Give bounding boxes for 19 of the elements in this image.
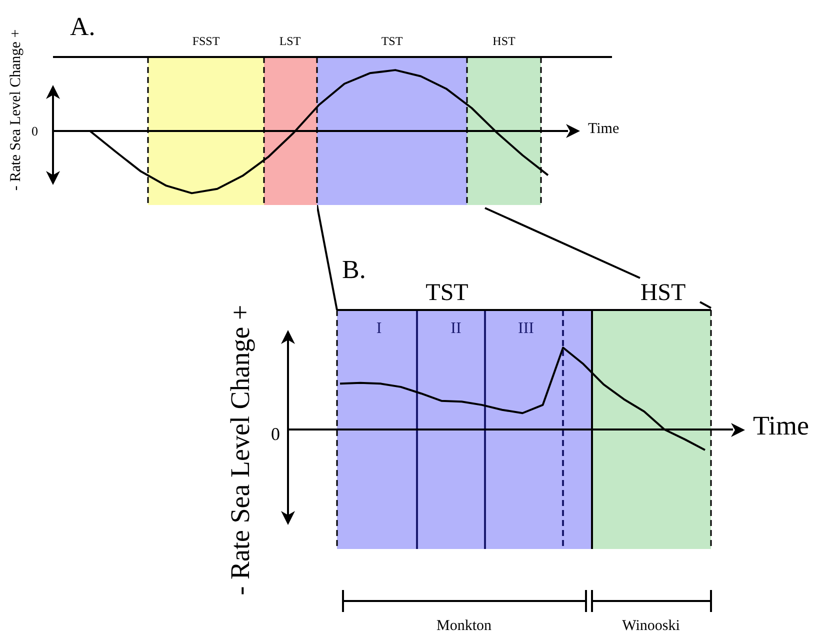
y-axis-title: - Rate Sea Level Change + (225, 304, 256, 596)
text: FSST (192, 34, 220, 48)
text: Winooski (622, 618, 680, 634)
text: I (376, 320, 382, 337)
text: 0 (32, 123, 38, 138)
text: III (518, 320, 534, 337)
x-axis-title: Time (753, 410, 810, 441)
text: II (450, 320, 462, 337)
text: Monkton (436, 618, 492, 634)
text: TST (426, 280, 469, 306)
chart-title: A. (70, 12, 96, 41)
text: 0 (271, 424, 280, 444)
text: HST (492, 34, 516, 48)
x-axis-title: Time (588, 120, 620, 137)
chart-title: B. (342, 255, 366, 284)
text: LST (279, 34, 302, 48)
text: HST (640, 280, 686, 306)
text: TST (381, 34, 404, 48)
y-axis-title: - Rate Sea Level Change + (8, 29, 24, 191)
